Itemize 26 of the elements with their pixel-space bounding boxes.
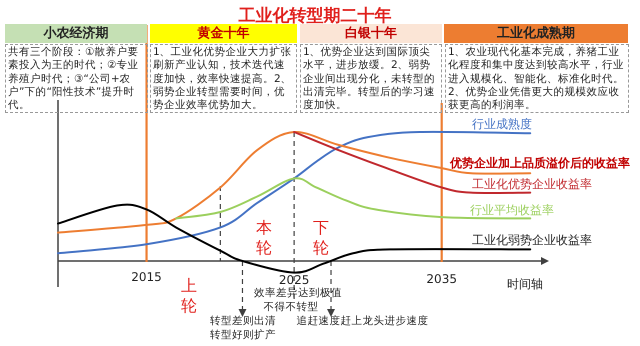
series-label: 优势企业加上品质溢价后的收益率 <box>449 156 630 170</box>
text: 工业化成熟期 <box>444 24 628 43</box>
text: 白银十年 <box>300 24 442 43</box>
text: 1、农业现代化基本完成，养猪工业化程度和集中度达到较高水平，行业进入规模化、智能化、标准化时代。2、优势企业凭借更大的规模效应收获更高的利润率。 <box>445 44 629 113</box>
text: 1、工业化优势企业大力扩张刷新产业认知，技术迭代速度加快，效率快速提高。2、弱势企业转型需要时间，优势企业效率优势加大。 <box>150 44 297 113</box>
text: 黄金十年 <box>150 24 297 43</box>
text: 不得不转型 <box>262 300 320 314</box>
x-tick-label: 2025 <box>278 273 310 287</box>
annotation: 下轮 <box>312 218 330 258</box>
text: 1、优势企业达到国际顶尖水平，进步放缓。2、弱势企业间出现分化，未转型的出清完毕。转型后的学习速度加快。 <box>300 44 442 113</box>
text: 转型好则扩产 <box>209 328 277 342</box>
chart-title: 工业化转型期二十年 <box>238 6 392 26</box>
series-label: 工业化优势企业收益率 <box>472 177 592 191</box>
x-axis-title: 时间轴 <box>507 277 543 291</box>
text: 效率差异达到极值 <box>253 286 343 300</box>
text: 追赶速度赶上龙头进步速度 <box>296 314 430 328</box>
annotation: 本轮 <box>255 218 273 258</box>
series-label: 行业平均收益率 <box>470 203 554 217</box>
series-label: 工业化弱势企业收益率 <box>472 233 592 247</box>
text: 小农经济期 <box>5 24 147 43</box>
text: 转型差则出清 <box>209 314 277 328</box>
x-tick-label: 2035 <box>426 272 457 286</box>
text: 共有三个阶段：①散养户要素投入为王的时代；②专业养殖户时代；③“公司+农户”下的“阳性技术”提升时代。 <box>5 44 148 113</box>
text: 上轮 <box>180 276 198 316</box>
x-tick-label: 2015 <box>131 270 162 284</box>
series-label: 行业成熟度 <box>472 117 532 131</box>
